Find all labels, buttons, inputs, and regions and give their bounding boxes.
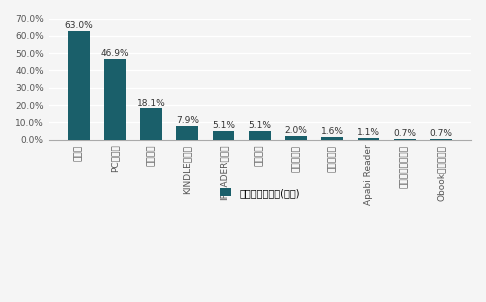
Text: 18.1%: 18.1% (137, 98, 166, 108)
Bar (358, 138, 380, 140)
Text: 5.1%: 5.1% (212, 121, 235, 130)
Text: 1.6%: 1.6% (321, 127, 344, 136)
Bar (321, 137, 343, 140)
Text: 1.1%: 1.1% (357, 128, 380, 137)
Bar (68, 31, 89, 140)
Bar (430, 139, 452, 140)
Bar (394, 139, 416, 140)
Bar (249, 131, 271, 140)
Text: 0.7%: 0.7% (393, 129, 416, 138)
Bar (213, 131, 234, 140)
Bar (176, 126, 198, 140)
Text: 2.0%: 2.0% (285, 127, 308, 136)
Text: 46.9%: 46.9% (101, 49, 129, 58)
Text: 0.7%: 0.7% (430, 129, 452, 138)
Text: 63.0%: 63.0% (64, 21, 93, 30)
Bar (104, 59, 126, 140)
Bar (285, 136, 307, 140)
Bar (140, 108, 162, 140)
Legend: 生活用供水总量(亿吨): 生活用供水总量(亿吨) (216, 184, 304, 202)
Text: 7.9%: 7.9% (176, 116, 199, 125)
Text: 5.1%: 5.1% (248, 121, 271, 130)
